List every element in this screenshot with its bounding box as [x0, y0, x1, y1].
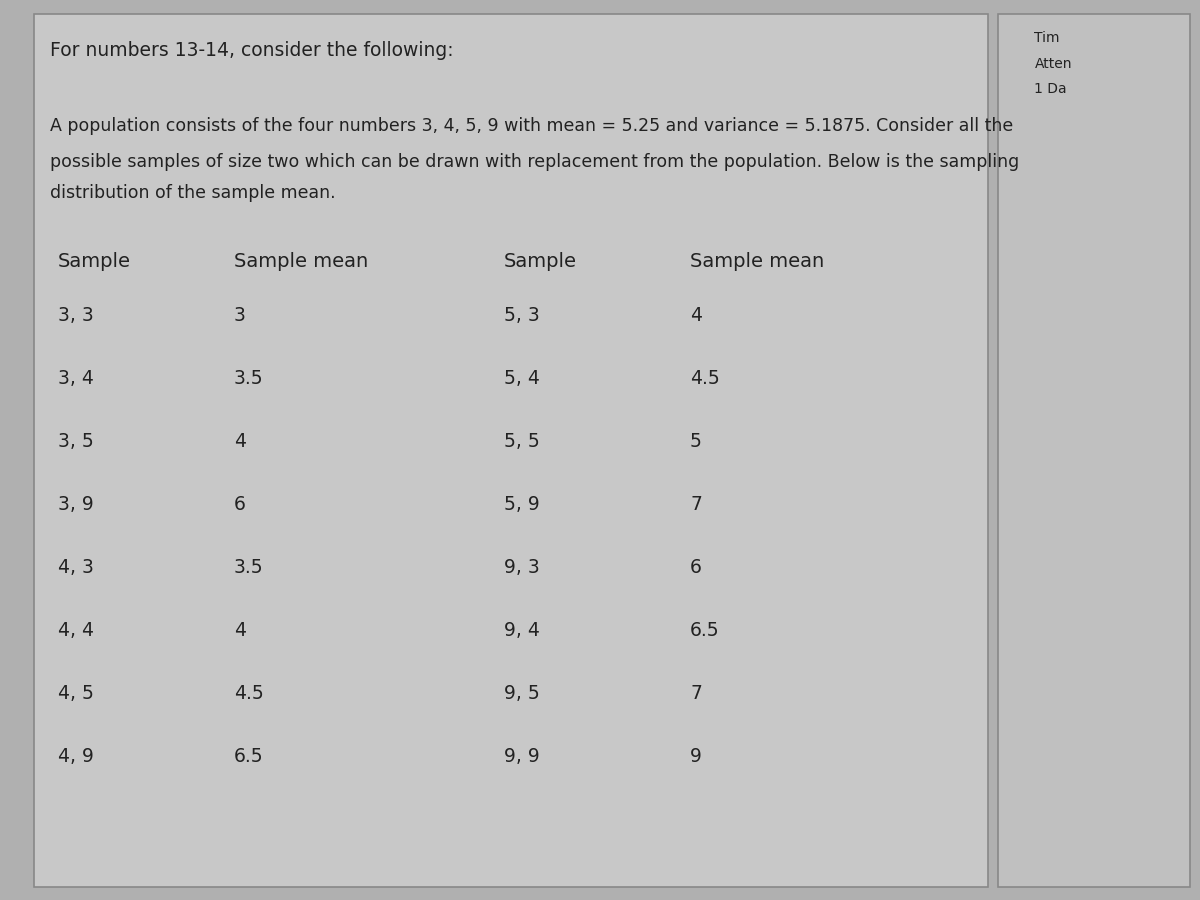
- Text: 4, 3: 4, 3: [58, 558, 94, 577]
- Text: 4.5: 4.5: [234, 684, 264, 703]
- Text: 3: 3: [234, 306, 246, 325]
- Text: 3, 9: 3, 9: [58, 495, 94, 514]
- Text: Sample: Sample: [504, 252, 577, 271]
- Text: 9, 5: 9, 5: [504, 684, 540, 703]
- Text: 3, 3: 3, 3: [58, 306, 94, 325]
- Text: 4, 4: 4, 4: [58, 621, 94, 640]
- Text: distribution of the sample mean.: distribution of the sample mean.: [50, 184, 336, 202]
- Text: 4: 4: [234, 432, 246, 451]
- Text: 3, 5: 3, 5: [58, 432, 94, 451]
- Text: 5: 5: [690, 432, 702, 451]
- Text: 6.5: 6.5: [690, 621, 720, 640]
- Text: Sample mean: Sample mean: [690, 252, 824, 271]
- Text: 6: 6: [234, 495, 246, 514]
- Text: 6: 6: [690, 558, 702, 577]
- Text: 4, 5: 4, 5: [58, 684, 94, 703]
- Text: 9, 4: 9, 4: [504, 621, 540, 640]
- Text: Sample: Sample: [58, 252, 131, 271]
- Text: 5, 4: 5, 4: [504, 369, 540, 388]
- Text: 9, 3: 9, 3: [504, 558, 540, 577]
- Text: For numbers 13-14, consider the following:: For numbers 13-14, consider the followin…: [50, 40, 454, 59]
- Text: Atten: Atten: [1034, 57, 1072, 71]
- Text: 6.5: 6.5: [234, 747, 264, 766]
- Text: 4: 4: [690, 306, 702, 325]
- Text: 4: 4: [234, 621, 246, 640]
- Text: 3.5: 3.5: [234, 558, 264, 577]
- Text: 9: 9: [690, 747, 702, 766]
- Text: 7: 7: [690, 495, 702, 514]
- Text: 3, 4: 3, 4: [58, 369, 94, 388]
- Text: 4, 9: 4, 9: [58, 747, 94, 766]
- Text: 9, 9: 9, 9: [504, 747, 540, 766]
- Text: 5, 9: 5, 9: [504, 495, 540, 514]
- Text: 1 Da: 1 Da: [1034, 82, 1067, 96]
- Text: 5, 5: 5, 5: [504, 432, 540, 451]
- Text: 7: 7: [690, 684, 702, 703]
- Text: A population consists of the four numbers 3, 4, 5, 9 with mean = 5.25 and varian: A population consists of the four number…: [50, 117, 1014, 135]
- Text: possible samples of size two which can be drawn with replacement from the popula: possible samples of size two which can b…: [50, 153, 1020, 171]
- Text: 5, 3: 5, 3: [504, 306, 540, 325]
- Text: 4.5: 4.5: [690, 369, 720, 388]
- Text: Sample mean: Sample mean: [234, 252, 368, 271]
- Text: Tim: Tim: [1034, 32, 1060, 46]
- Text: 3.5: 3.5: [234, 369, 264, 388]
